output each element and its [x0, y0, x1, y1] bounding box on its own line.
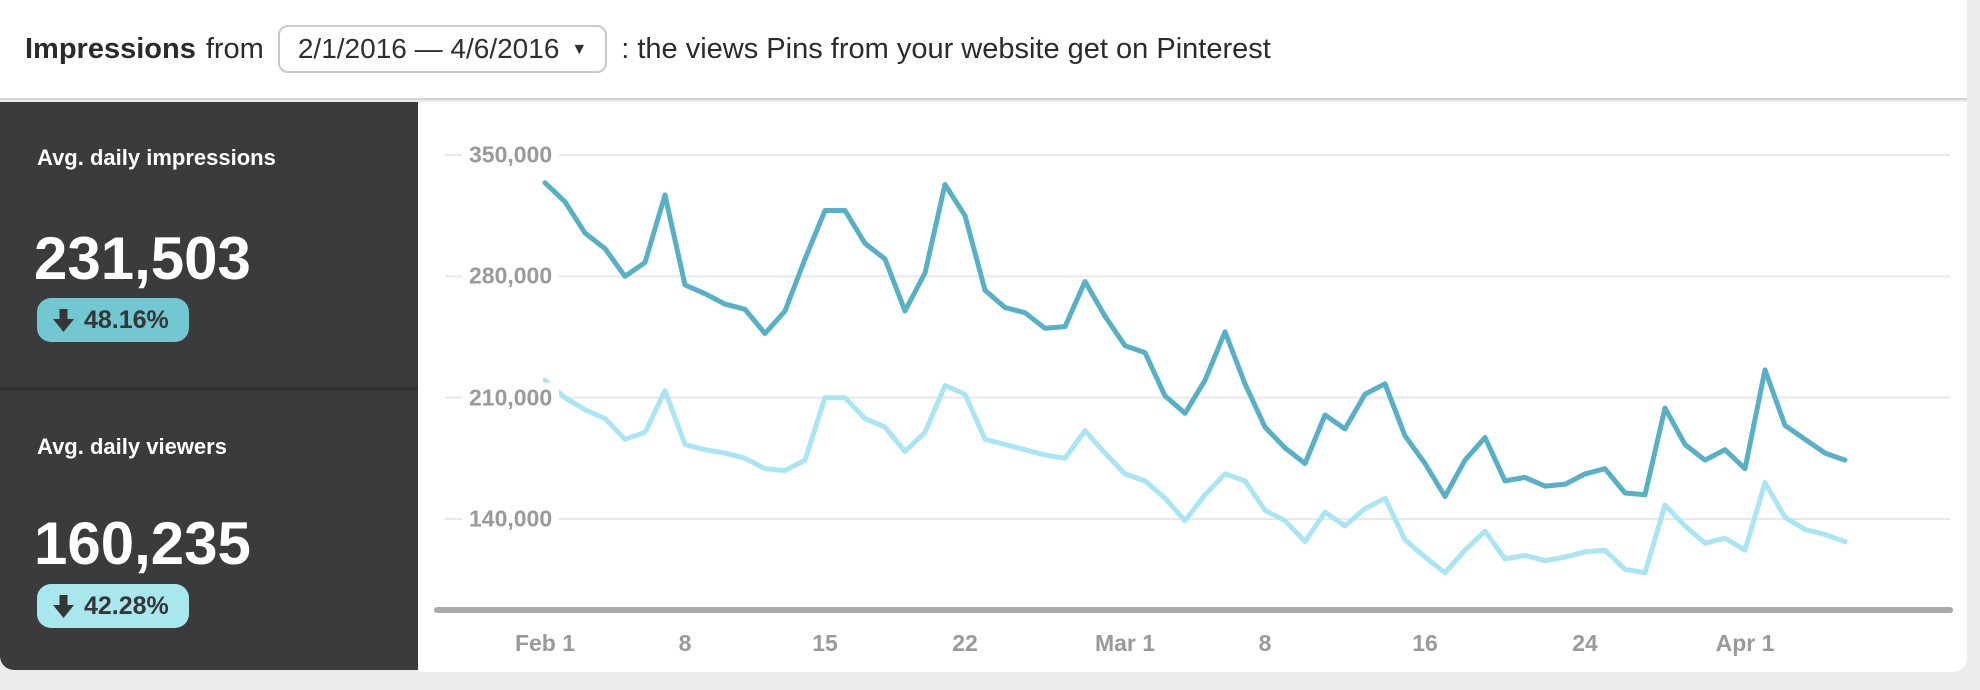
metric-label-viewers: Avg. daily viewers	[37, 434, 227, 459]
impressions-line	[542, 180, 1848, 499]
y-axis-tick-label: 350,000	[462, 139, 560, 171]
page-title: Impressions	[25, 32, 196, 65]
y-axis-tick-label: 210,000	[462, 382, 560, 414]
y-axis-tick-label: 140,000	[462, 503, 560, 535]
page-description: : the views Pins from your website get o…	[621, 32, 1271, 65]
page-header: Impressions from 2/1/2016 — 4/6/2016 ▼ :…	[0, 0, 1967, 100]
metric-label-impressions: Avg. daily impressions	[37, 145, 276, 170]
change-badge-viewers: 42.28%	[37, 584, 189, 628]
x-axis-tick-label: Apr 1	[1715, 630, 1775, 656]
viewers-line	[542, 377, 1848, 576]
sidebar-divider	[0, 387, 418, 391]
x-axis-tick-label: Feb 1	[514, 630, 576, 656]
metric-value-viewers: 160,235	[34, 510, 251, 577]
change-percent: 42.28%	[84, 591, 169, 620]
y-axis-tick-label: 280,000	[462, 260, 560, 292]
x-axis-tick-label: 24	[1572, 630, 1598, 656]
from-label: from	[205, 32, 264, 65]
x-axis-tick-label: 8	[1258, 630, 1272, 656]
chevron-down-icon: ▼	[571, 41, 588, 58]
chart-canvas	[434, 154, 1953, 613]
x-axis-tick-label: 22	[952, 630, 978, 656]
arrow-down-icon	[53, 594, 74, 618]
change-percent: 48.16%	[84, 305, 169, 334]
metric-value-impressions: 231,503	[34, 225, 251, 292]
x-axis-tick-label: Mar 1	[1094, 630, 1156, 656]
metrics-sidebar: Avg. daily impressions 231,503 48.16% Av…	[0, 102, 418, 670]
change-badge-impressions: 48.16%	[37, 298, 189, 342]
date-range-button[interactable]: 2/1/2016 — 4/6/2016 ▼	[277, 25, 608, 73]
impressions-chart: 350,000 280,000 210,000 140,000 Feb 1 8 15 22 Ma…	[418, 102, 1967, 672]
x-axis-tick-label: 15	[812, 630, 838, 656]
x-axis-tick-label: 16	[1412, 630, 1438, 656]
date-range-label: 2/1/2016 — 4/6/2016	[297, 33, 560, 64]
arrow-down-icon	[53, 308, 74, 332]
x-axis-tick-label: 8	[678, 630, 692, 656]
